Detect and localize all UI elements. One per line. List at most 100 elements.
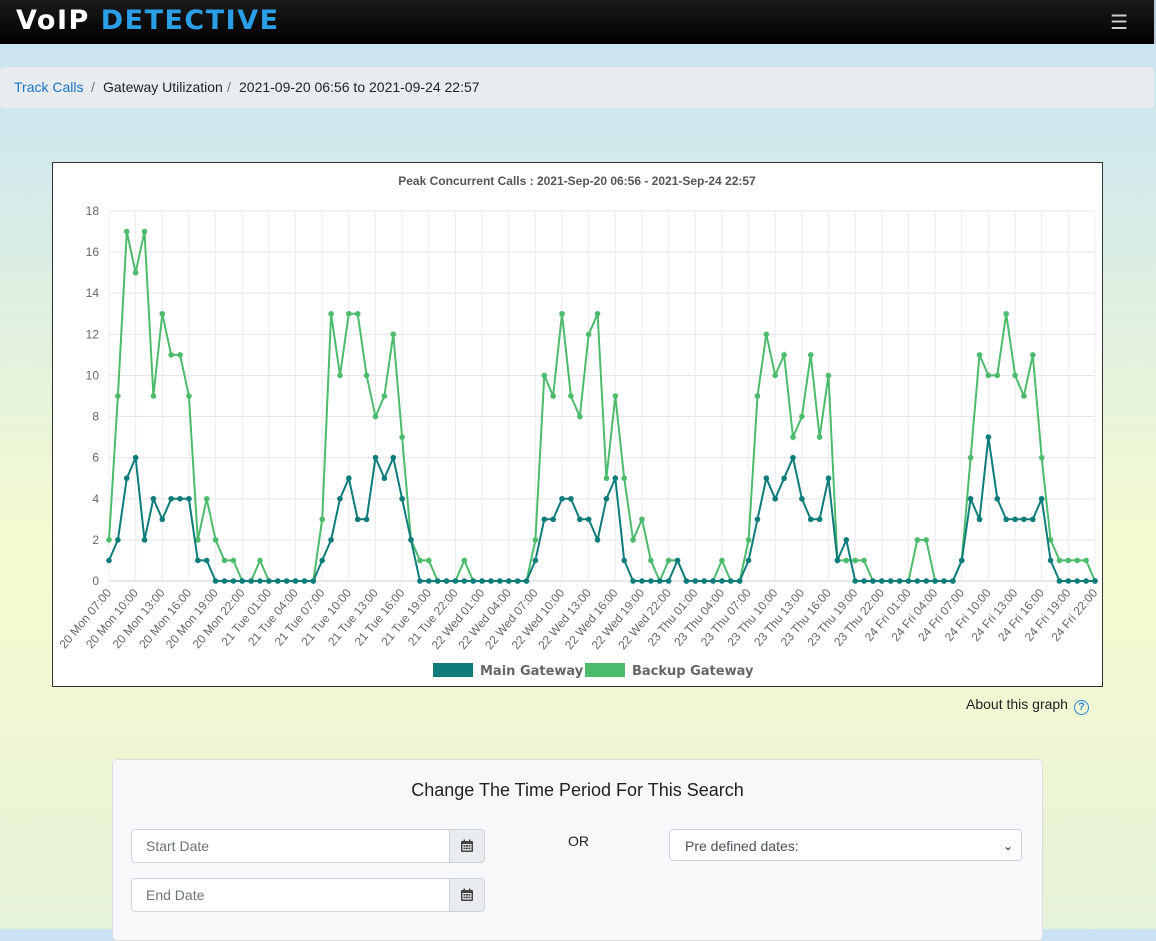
data-point-backup-gateway (159, 310, 166, 317)
data-point-main-gateway (861, 578, 867, 584)
series-line-backup-gateway (108, 231, 1096, 584)
data-point-main-gateway (443, 578, 450, 584)
data-point-main-gateway (363, 516, 370, 523)
data-point-main-gateway (665, 578, 672, 584)
start-date-input[interactable] (131, 829, 465, 863)
data-point-main-gateway (346, 475, 352, 482)
data-point-main-gateway (843, 537, 850, 543)
data-point-main-gateway (879, 578, 885, 584)
y-tick-label: 4 (92, 492, 99, 506)
data-point-main-gateway (674, 557, 681, 564)
data-point-backup-gateway (363, 372, 370, 379)
question-circle-icon[interactable]: ? (1073, 700, 1089, 715)
data-point-backup-gateway (816, 434, 823, 440)
data-point-main-gateway (221, 578, 228, 584)
predefined-dates-select[interactable]: Pre defined dates: ⌄ (669, 829, 1022, 861)
data-point-backup-gateway (115, 393, 121, 399)
end-date-input[interactable] (131, 878, 465, 912)
chart-title: Peak Concurrent Calls : 2021-Sep-20 06:5… (398, 174, 756, 188)
data-point-backup-gateway (1047, 537, 1054, 543)
data-point-backup-gateway (541, 372, 548, 379)
data-point-main-gateway (612, 475, 619, 482)
breadcrumb-track-calls[interactable]: Track Calls (14, 79, 84, 95)
data-point-backup-gateway (417, 557, 423, 564)
breadcrumb: Track Calls / Gateway Utilization / 2021… (0, 67, 1154, 108)
data-point-main-gateway (728, 578, 734, 584)
breadcrumb-separator: / (91, 79, 95, 95)
data-point-backup-gateway (141, 228, 148, 235)
data-point-backup-gateway (985, 372, 992, 379)
data-point-backup-gateway (843, 557, 850, 564)
data-point-main-gateway (248, 578, 254, 584)
data-point-backup-gateway (230, 557, 237, 564)
data-point-backup-gateway (994, 372, 1001, 379)
data-point-main-gateway (905, 578, 912, 584)
data-point-main-gateway (150, 495, 157, 502)
about-graph-link[interactable]: About this graph? (966, 696, 1089, 715)
data-point-main-gateway (923, 578, 930, 584)
data-point-main-gateway (781, 475, 787, 482)
data-point-main-gateway (932, 578, 938, 584)
calendar-icon[interactable] (449, 829, 485, 863)
data-point-backup-gateway (1012, 372, 1018, 379)
data-point-backup-gateway (914, 537, 921, 543)
data-point-backup-gateway (585, 331, 592, 338)
data-point-backup-gateway (221, 557, 228, 564)
data-point-main-gateway (630, 578, 636, 584)
data-point-main-gateway (399, 495, 405, 502)
data-point-backup-gateway (186, 393, 192, 399)
data-point-main-gateway (763, 475, 770, 482)
data-point-main-gateway (852, 578, 858, 584)
data-point-main-gateway (532, 557, 539, 564)
legend-swatch (585, 663, 625, 677)
data-point-main-gateway (950, 578, 956, 584)
data-point-backup-gateway (648, 557, 654, 564)
data-point-main-gateway (719, 578, 725, 584)
data-point-backup-gateway (807, 352, 814, 358)
data-point-main-gateway (550, 516, 556, 523)
logo[interactable]: VoIP DETECTIVE (16, 4, 280, 38)
calendar-icon[interactable] (449, 878, 485, 912)
data-point-backup-gateway (763, 331, 770, 338)
data-point-backup-gateway (123, 228, 130, 235)
hamburger-icon[interactable]: ☰ (1110, 12, 1128, 34)
data-point-main-gateway (461, 578, 468, 584)
data-point-main-gateway (1030, 516, 1036, 523)
data-point-backup-gateway (799, 413, 805, 420)
data-point-main-gateway (1003, 516, 1009, 523)
data-point-main-gateway (887, 578, 894, 584)
data-point-backup-gateway (212, 537, 219, 543)
data-point-backup-gateway (399, 434, 405, 440)
top-navbar: VoIP DETECTIVE ☰ (0, 0, 1156, 44)
data-point-backup-gateway (745, 537, 752, 543)
data-point-main-gateway (106, 557, 112, 564)
data-point-main-gateway (576, 516, 583, 523)
data-point-backup-gateway (1056, 557, 1063, 564)
data-point-backup-gateway (390, 331, 397, 338)
data-point-main-gateway (1056, 578, 1063, 584)
data-point-main-gateway (328, 537, 334, 543)
data-point-main-gateway (994, 495, 1001, 502)
legend-label: Main Gateway (480, 664, 584, 679)
data-point-backup-gateway (612, 393, 619, 399)
data-point-main-gateway (141, 537, 148, 543)
data-point-backup-gateway (319, 516, 325, 523)
data-point-main-gateway (799, 495, 805, 502)
data-point-main-gateway (425, 578, 432, 584)
data-point-backup-gateway (568, 393, 574, 399)
data-point-main-gateway (1012, 516, 1018, 523)
data-point-main-gateway (941, 578, 947, 584)
data-point-main-gateway (452, 578, 459, 584)
data-point-main-gateway (825, 475, 832, 482)
data-point-main-gateway (594, 537, 601, 543)
data-point-main-gateway (834, 557, 841, 564)
data-point-main-gateway (621, 557, 628, 564)
data-point-main-gateway (772, 495, 779, 502)
predefined-dates-value: Pre defined dates: (685, 838, 799, 854)
data-point-main-gateway (159, 516, 166, 523)
data-point-backup-gateway (425, 557, 432, 564)
data-point-main-gateway (683, 578, 690, 584)
data-point-main-gateway (1083, 578, 1089, 584)
data-point-main-gateway (488, 578, 494, 584)
data-point-backup-gateway (1074, 557, 1081, 564)
